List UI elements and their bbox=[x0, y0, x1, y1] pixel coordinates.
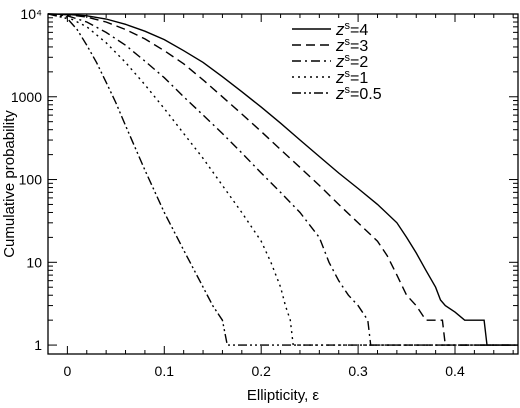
legend-label-var: z bbox=[335, 20, 345, 39]
x-tick-label: 0 bbox=[63, 363, 71, 379]
legend-label-5: zs=0.5 bbox=[335, 84, 382, 103]
legend-label-value: =0.5 bbox=[350, 86, 382, 103]
legend-label-sup: s bbox=[345, 36, 351, 48]
legend-label-value: =3 bbox=[350, 38, 368, 55]
y-tick-label: 10 bbox=[26, 254, 42, 270]
legend-label-var: z bbox=[335, 68, 345, 87]
legend-label-1: zs=4 bbox=[335, 20, 368, 39]
legend-label-sup: s bbox=[345, 68, 351, 80]
tick-labels: 0 0.1 0.2 0.3 0.4 1 10 100 1000 10⁴ bbox=[11, 6, 465, 379]
legend-label-value: =2 bbox=[350, 54, 368, 71]
legend-label-var: z bbox=[335, 84, 345, 103]
y-axis-label: Cumulative probability bbox=[1, 110, 18, 258]
series-line-5 bbox=[47, 13, 518, 346]
x-tick-label: 0.4 bbox=[445, 363, 465, 379]
legend-label-var: z bbox=[335, 36, 345, 55]
legend-label-sup: s bbox=[345, 52, 351, 64]
y-tick-label: 1 bbox=[34, 337, 42, 353]
legend-label-var: z bbox=[335, 52, 345, 71]
ticks bbox=[48, 13, 518, 354]
series-line-2 bbox=[47, 13, 518, 346]
x-tick-label: 0.2 bbox=[251, 363, 271, 379]
series-line-3 bbox=[47, 13, 518, 346]
plot-frame bbox=[47, 13, 519, 355]
y-tick-label: 10⁴ bbox=[20, 6, 42, 22]
series-lines bbox=[47, 13, 518, 346]
x-tick-label: 0.3 bbox=[348, 363, 368, 379]
x-tick-label: 0.1 bbox=[155, 363, 175, 379]
y-tick-label: 100 bbox=[19, 172, 43, 188]
legend-label-4: zs=1 bbox=[335, 68, 368, 87]
legend-label-value: =4 bbox=[350, 22, 368, 39]
legend-label-2: zs=3 bbox=[335, 36, 368, 55]
series-line-4 bbox=[47, 13, 518, 346]
legend-label-sup: s bbox=[345, 20, 351, 32]
y-tick-label: 1000 bbox=[11, 89, 42, 105]
legend-label-sup: s bbox=[345, 84, 351, 96]
x-axis-label: Ellipticity, ε bbox=[247, 387, 320, 404]
legend-label-value: =1 bbox=[350, 70, 368, 87]
legend: zs=4zs=3zs=2zs=1zs=0.5 bbox=[292, 20, 382, 103]
legend-label-3: zs=2 bbox=[335, 52, 368, 71]
series-line-1 bbox=[47, 13, 518, 346]
